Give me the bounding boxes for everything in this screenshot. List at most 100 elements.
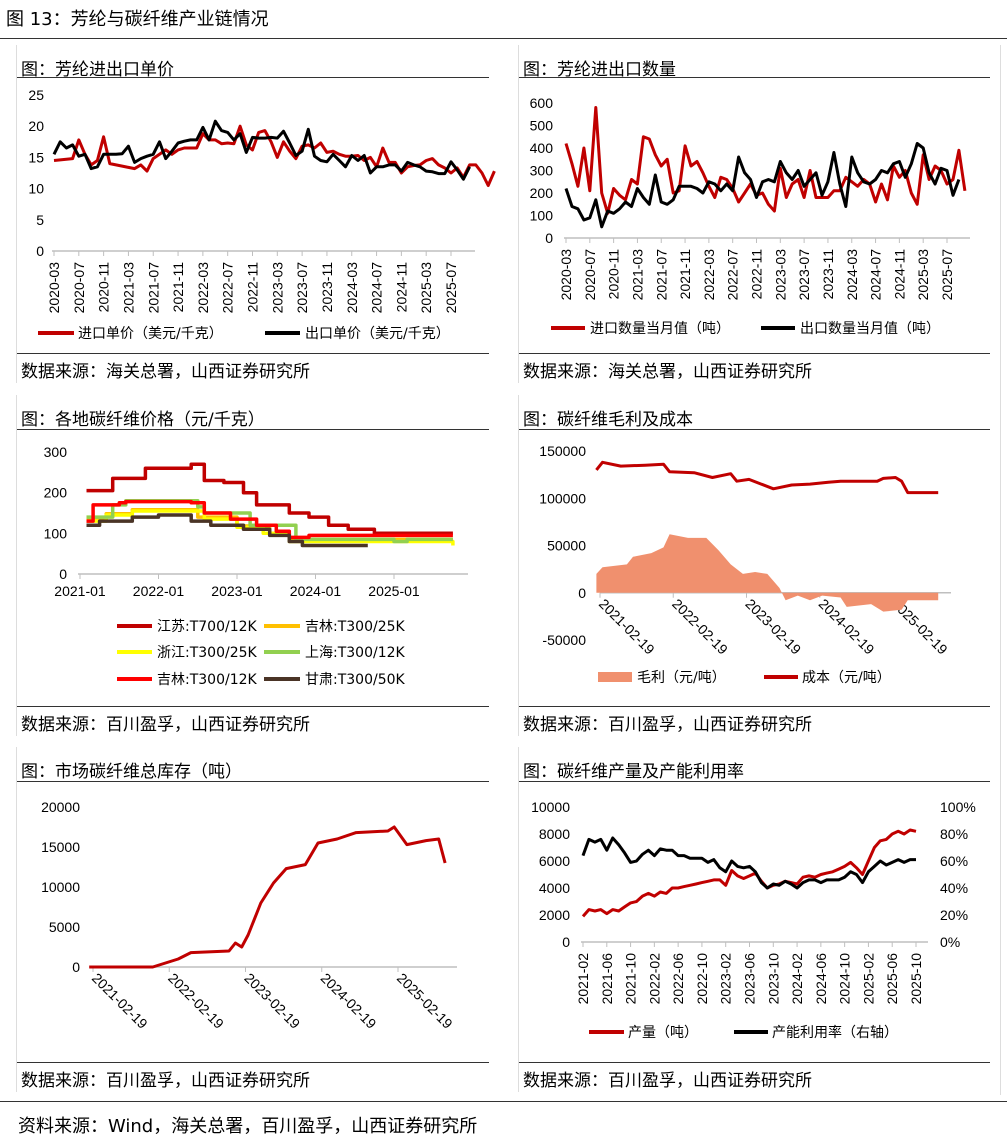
series-line — [595, 460, 939, 495]
panel-title: 图：市场碳纤维总库存（吨） — [21, 762, 242, 782]
x-tick-label: 2021-02-19 — [89, 970, 151, 1032]
x-tick-label: 2022-02-19 — [669, 596, 731, 658]
x-tick-label: 2020-11 — [606, 249, 622, 300]
x-tick-label: 2025-03 — [418, 262, 434, 314]
y2-tick-label: 60% — [940, 853, 968, 869]
x-tick-label: 2021-11 — [677, 249, 693, 300]
y2-tick-label: 80% — [940, 826, 968, 842]
source-divider — [519, 353, 990, 354]
x-tick-label: 2021-02 — [575, 953, 591, 1005]
legend-label: 成本（元/吨） — [802, 670, 891, 686]
x-tick-label: 2021-03 — [629, 249, 645, 301]
legend-label: 吉林:T300/25K — [305, 619, 406, 635]
x-tick-label: 2021-01 — [54, 583, 106, 599]
title-divider — [519, 781, 990, 782]
y-tick-label: 10 — [28, 181, 44, 197]
y-tick-label: 0 — [562, 934, 570, 950]
x-tick-label: 2023-06 — [742, 953, 758, 1005]
series-line — [89, 825, 447, 969]
y-tick-label: 6000 — [539, 853, 570, 869]
x-tick-label: 2021-06 — [599, 953, 615, 1005]
panel-title: 图：芳纶进出口数量 — [523, 60, 676, 80]
series-line — [86, 462, 453, 536]
chart-3: 0 100 200 300 2021-01 2022-01 2023-01 2024-01 20… — [44, 444, 468, 688]
legend-label: 产能利用率（右轴） — [772, 1024, 898, 1041]
y-tick-label: 8000 — [539, 826, 570, 842]
x-tick-label: 2022-03 — [701, 249, 717, 301]
x-tick-label: 2022-02-19 — [165, 970, 227, 1032]
legend-label: 产量（吨） — [628, 1025, 698, 1041]
y-tick-label: 20000 — [41, 799, 80, 815]
panel-source: 数据来源：百川盈孚，山西证券研究所 — [523, 715, 812, 735]
y-tick-label: 25 — [28, 87, 44, 103]
x-tick-label: 2023-07 — [796, 249, 812, 301]
title-divider — [519, 77, 990, 78]
x-tick-label: 2025-03 — [915, 249, 931, 301]
x-tick-label: 2021-03 — [120, 262, 136, 314]
x-tick-label: 2022-06 — [670, 953, 686, 1005]
y-tick-label: 4000 — [539, 880, 570, 896]
y2-tick-label: 100% — [940, 799, 976, 815]
title-divider — [17, 781, 489, 782]
panel-title: 图：各地碳纤维价格（元/千克） — [21, 410, 265, 430]
panel-title: 图：芳纶进出口单价 — [21, 60, 174, 80]
chart-6: 0 2000 4000 6000 8000 10000 0% 20% 40% 60% 80% 100%… — [531, 799, 976, 1041]
x-tick-label: 2023-10 — [765, 953, 781, 1005]
y-tick-label: 300 — [530, 163, 554, 179]
chart-2: 0 100 200 300 400 500 600 2020-03 2020-07 2020-11… — [530, 95, 970, 337]
series-line — [581, 836, 916, 890]
series-line — [564, 142, 961, 229]
series-line — [581, 828, 917, 918]
y-tick-label: 400 — [530, 140, 554, 156]
x-tick-label: 2022-07 — [725, 249, 741, 301]
x-tick-label: 2020-07 — [582, 249, 598, 301]
panel-source: 数据来源：百川盈孚，山西证券研究所 — [523, 1071, 812, 1091]
series-line — [564, 106, 967, 215]
legend-label: 甘肃:T300/50K — [305, 672, 406, 688]
y-tick-label: 100000 — [539, 490, 586, 506]
panel-source: 数据来源：海关总署，山西证券研究所 — [21, 362, 310, 382]
series-line — [52, 119, 471, 181]
x-tick-label: 2021-10 — [623, 953, 639, 1005]
panel-title: 图：碳纤维毛利及成本 — [523, 410, 693, 430]
source-divider — [17, 1062, 489, 1063]
x-tick-label: 2021-07 — [653, 249, 669, 301]
x-tick-label: 2023-11 — [820, 249, 836, 300]
page-frame-right — [1000, 45, 1001, 1095]
x-tick-label: 2020-03 — [46, 262, 62, 314]
x-tick-label: 2023-11 — [319, 262, 335, 313]
x-tick-label: 2025-02-19 — [394, 970, 456, 1032]
x-tick-label: 2024-01 — [290, 583, 342, 599]
y-tick-label: 10000 — [531, 799, 570, 815]
x-tick-label: 2023-02-19 — [241, 970, 303, 1032]
x-tick-label: 2021-07 — [145, 262, 161, 314]
title-divider — [519, 429, 990, 430]
legend-label: 进口数量当月值（吨） — [590, 321, 730, 337]
y-tick-label: 600 — [530, 95, 554, 111]
y2-tick-label: 0% — [940, 934, 960, 950]
x-tick-label: 2021-02-19 — [596, 596, 658, 658]
legend-label: 浙江:T300/25K — [157, 645, 258, 661]
y-tick-label: 100 — [44, 525, 68, 541]
y-tick-label: 500 — [530, 118, 554, 134]
x-tick-label: 2024-02-19 — [318, 970, 380, 1032]
y-tick-label: 5000 — [49, 919, 80, 935]
chart-1: 0 5 10 15 20 25 2020-03 2020-07 2020-11 2021-03 20… — [28, 87, 496, 342]
y2-tick-label: 40% — [940, 880, 968, 896]
legend-label: 出口数量当月值（吨） — [800, 321, 940, 337]
x-tick-label: 2023-02 — [718, 953, 734, 1005]
legend-label: 上海:T300/12K — [305, 645, 406, 661]
x-tick-label: 2023-07 — [294, 262, 310, 314]
y-tick-label: 200 — [530, 185, 554, 201]
panel-source: 数据来源：百川盈孚，山西证券研究所 — [21, 715, 310, 735]
x-tick-label: 2022-11 — [749, 249, 765, 300]
legend-label: 进口单价（美元/千克） — [78, 326, 223, 342]
panel-frame — [16, 747, 17, 1092]
x-tick-label: 2022-11 — [245, 262, 261, 313]
legend-label: 出口单价（美元/千克） — [305, 326, 450, 342]
x-tick-label: 2022-02 — [646, 953, 662, 1005]
margin-area — [596, 534, 939, 612]
y-tick-label: 5 — [36, 212, 44, 228]
series-line — [86, 513, 368, 548]
